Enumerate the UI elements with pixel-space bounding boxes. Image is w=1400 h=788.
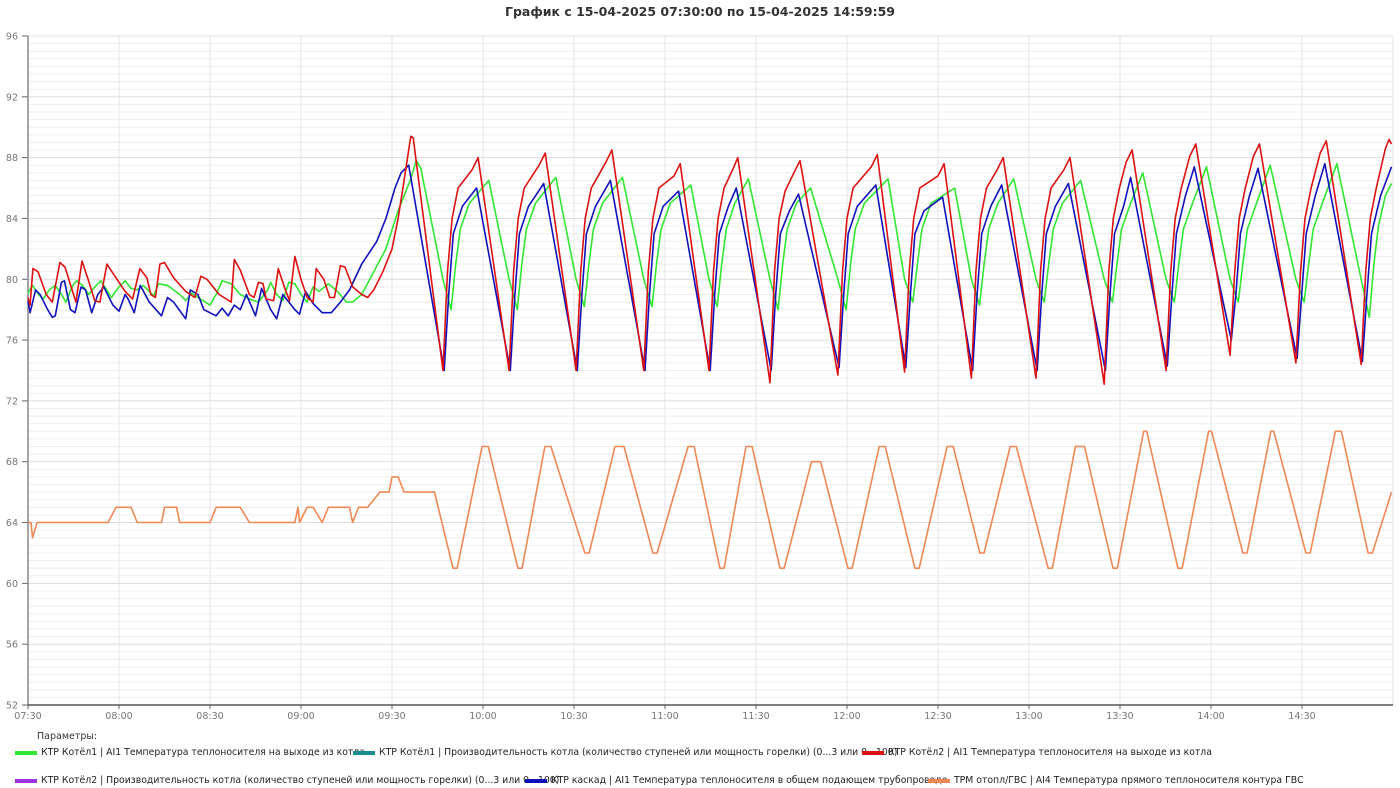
y-tick-label: 52 [6,701,18,712]
axes: 07:30 08:00 08:30 09:00 09:30 10:00 10:30 11:00… [6,32,1393,722]
x-tick-label: 14:00 [1197,711,1224,722]
x-tick-label: 13:30 [1106,711,1133,722]
legend-swatch [525,778,547,783]
x-tick-label: 11:00 [651,711,678,722]
x-tick-label: 13:00 [1015,711,1042,722]
x-tick-label: 10:00 [469,711,496,722]
series-lines [27,135,1393,569]
series-line-4 [27,162,1393,372]
series-line-5 [28,430,1393,569]
legend-item-kotel2-power[interactable]: КТР Котёл2 | Производительность котла (к… [15,775,559,786]
y-tick-label: 64 [6,518,18,529]
legend-item-trm-dhw-temp[interactable]: ТРМ отопл/ГВС | AI4 Температура прямого … [928,775,1304,786]
y-tick-label: 88 [6,153,18,164]
x-tick-label: 07:30 [14,711,41,722]
series-line-2 [27,135,1393,385]
legend-swatch [15,750,37,755]
y-tick-label: 80 [6,275,18,286]
y-tick-label: 84 [6,214,18,225]
legend-label: КТР Котёл1 | AI1 Температура теплоносите… [41,747,365,758]
legend-item-kotel1-temp[interactable]: КТР Котёл1 | AI1 Температура теплоносите… [15,747,365,758]
legend-label: КТР Котёл2 | AI1 Температура теплоносите… [888,747,1212,758]
legend-item-cascade-temp[interactable]: КТР каскад | AI1 Температура теплоносите… [525,775,947,786]
x-tick-label: 09:00 [287,711,314,722]
y-tick-label: 72 [6,396,18,407]
y-tick-label: 56 [6,640,18,651]
y-tick-label: 76 [6,336,18,347]
legend-swatch [15,778,37,783]
x-tick-label: 11:30 [742,711,769,722]
legend-label: КТР Котёл2 | Производительность котла (к… [41,775,560,786]
grid [27,35,1394,706]
legend-label: КТР каскад | AI1 Температура теплоносите… [551,775,948,786]
legend-item-kotel1-power[interactable]: КТР Котёл1 | Производительность котла (к… [353,747,897,758]
x-tick-label: 12:30 [924,711,951,722]
y-tick-label: 68 [6,457,18,468]
x-tick-label: 08:30 [196,711,223,722]
x-tick-label: 09:30 [378,711,405,722]
y-tick-label: 92 [6,92,18,103]
legend-swatch [862,750,884,755]
y-tick-label: 96 [6,32,18,43]
x-tick-label: 14:30 [1288,711,1315,722]
legend-item-kotel2-temp[interactable]: КТР Котёл2 | AI1 Температура теплоносите… [862,747,1212,758]
legend-label: КТР Котёл1 | Производительность котла (к… [379,747,898,758]
legend-title: Параметры: [37,731,98,742]
legend-swatch [928,778,950,783]
series-line-0 [27,159,1393,319]
x-tick-label: 10:30 [560,711,587,722]
legend-swatch [353,750,375,755]
x-tick-label: 12:00 [833,711,860,722]
x-tick-label: 08:00 [105,711,132,722]
legend-label: ТРМ отопл/ГВС | AI4 Температура прямого … [954,775,1304,786]
y-tick-label: 60 [6,579,18,590]
chart-title: График с 15-04-2025 07:30:00 по 15-04-20… [504,4,895,19]
